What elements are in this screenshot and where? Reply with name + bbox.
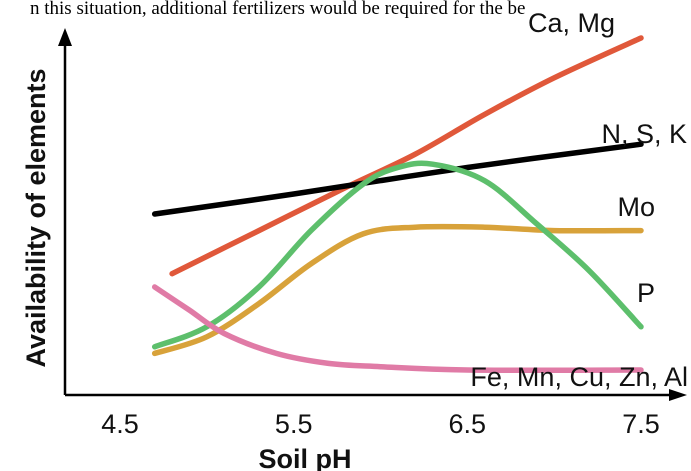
y-axis-arrow (58, 28, 72, 46)
y-axis-label: Availability of elements (21, 68, 51, 367)
x-tick-label: 4.5 (101, 409, 139, 439)
series-label-n-s-k: N, S, K (601, 119, 687, 149)
series-layer (151, 35, 644, 374)
series-label-p: P (637, 278, 655, 308)
x-tick-label: 7.5 (622, 409, 660, 439)
header-text: n this situation, additional fertilizers… (30, 0, 525, 19)
series-label-mo: Mo (617, 192, 655, 222)
x-tick-label: 6.5 (449, 409, 487, 439)
series-line-n-s-k (151, 141, 644, 217)
series-line-ca-mg (169, 35, 644, 277)
tick-layer: 4.5 5.5 6.5 7.5 (101, 409, 660, 439)
series-label-ca-mg: Ca, Mg (528, 8, 615, 38)
x-axis-arrow (669, 389, 687, 401)
x-axis-label: Soil pH (259, 444, 352, 471)
series-line-fe-mn-cu-zn-al (151, 284, 644, 374)
x-tick-label: 5.5 (275, 409, 313, 439)
series-label-fe-mn-cu-zn-al: Fe, Mn, Cu, Zn, Al (470, 362, 688, 392)
series-line-p (151, 160, 644, 350)
